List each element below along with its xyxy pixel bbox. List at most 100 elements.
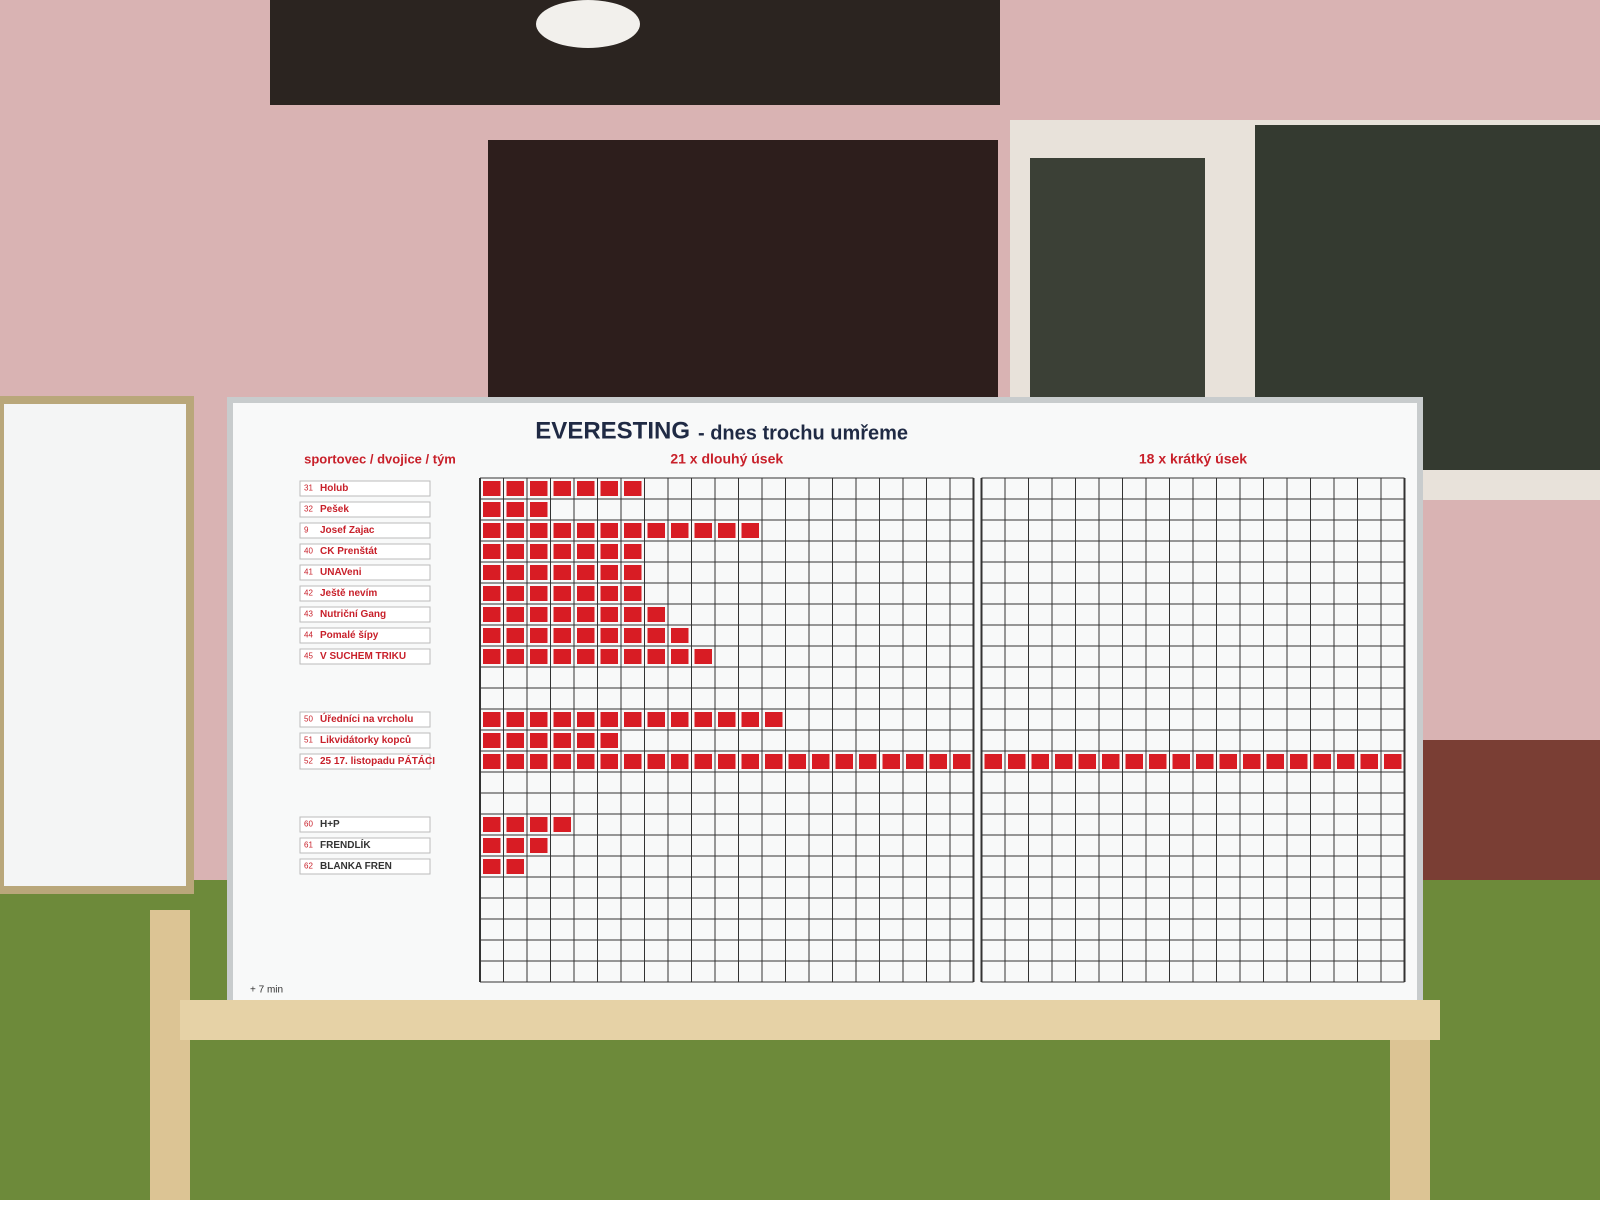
row-number: 32 xyxy=(304,505,313,514)
tape xyxy=(1172,754,1190,769)
tape xyxy=(1031,754,1049,769)
tape xyxy=(506,733,524,748)
row-number: 9 xyxy=(304,526,309,535)
tape xyxy=(671,754,689,769)
row-label: V SUCHEM TRIKU xyxy=(320,651,406,662)
brick-base xyxy=(1420,740,1600,880)
name-strip xyxy=(299,858,431,875)
name-strip xyxy=(299,501,431,518)
tape xyxy=(506,481,524,496)
row-number: 61 xyxy=(304,841,313,850)
tape xyxy=(553,481,571,496)
name-strip xyxy=(299,480,431,497)
tape xyxy=(671,523,689,538)
row-label: BLANKA FREN xyxy=(320,861,392,872)
tape xyxy=(647,754,665,769)
tape xyxy=(483,565,501,580)
tape xyxy=(530,586,548,601)
tape xyxy=(506,649,524,664)
second-board xyxy=(0,396,194,894)
tape xyxy=(624,481,642,496)
tape xyxy=(577,544,595,559)
name-strip xyxy=(299,816,431,833)
progress xyxy=(483,817,571,832)
tape xyxy=(553,628,571,643)
row-number: 52 xyxy=(304,757,313,766)
tape xyxy=(600,544,618,559)
row-number: 45 xyxy=(304,652,313,661)
window-pane xyxy=(1030,158,1205,408)
tape xyxy=(624,586,642,601)
tape xyxy=(1266,754,1284,769)
tape xyxy=(483,607,501,622)
tape xyxy=(577,481,595,496)
tape xyxy=(577,712,595,727)
tape xyxy=(1313,754,1331,769)
tape xyxy=(483,754,501,769)
tape xyxy=(600,565,618,580)
name-strip xyxy=(299,753,431,770)
left-header: sportovec / dvojice / tým xyxy=(304,451,456,466)
tape xyxy=(553,733,571,748)
tape xyxy=(671,628,689,643)
tape xyxy=(483,712,501,727)
tape xyxy=(553,523,571,538)
tape xyxy=(1243,754,1261,769)
row-number: 62 xyxy=(304,862,313,871)
row-number: 40 xyxy=(304,547,313,556)
row-label: FRENDLÍK xyxy=(320,838,371,851)
row-label: Úředníci na vrcholu xyxy=(320,712,413,725)
tape xyxy=(530,565,548,580)
row-label: Pešek xyxy=(320,504,349,515)
tape xyxy=(647,607,665,622)
tape xyxy=(577,628,595,643)
tape xyxy=(577,754,595,769)
tape xyxy=(624,565,642,580)
tape xyxy=(1102,754,1120,769)
row-label: Holub xyxy=(320,483,348,494)
tape xyxy=(530,712,548,727)
row-number: 31 xyxy=(304,484,313,493)
tape xyxy=(483,544,501,559)
tape xyxy=(1290,754,1308,769)
board-subtitle: - dnes trochu umřeme xyxy=(698,422,908,444)
progress xyxy=(483,733,618,748)
tape xyxy=(577,523,595,538)
row-number: 51 xyxy=(304,736,313,745)
tape xyxy=(530,649,548,664)
progress xyxy=(483,544,642,559)
name-strip xyxy=(299,564,431,581)
row-label: Ještě nevím xyxy=(320,588,377,599)
tape xyxy=(600,649,618,664)
board-title: EVERESTING xyxy=(535,417,690,444)
tape xyxy=(718,523,736,538)
tape xyxy=(506,523,524,538)
row-number: 42 xyxy=(304,589,313,598)
tape xyxy=(506,607,524,622)
tape xyxy=(553,754,571,769)
tape xyxy=(1078,754,1096,769)
tape xyxy=(624,649,642,664)
tape xyxy=(530,838,548,853)
tape xyxy=(577,586,595,601)
tape xyxy=(694,523,712,538)
tape xyxy=(600,607,618,622)
tape xyxy=(624,712,642,727)
board-tray xyxy=(180,1000,1440,1040)
tape xyxy=(718,712,736,727)
tape xyxy=(929,754,947,769)
tape xyxy=(577,565,595,580)
row-label: Pomalé šípy xyxy=(320,630,379,641)
tape xyxy=(600,523,618,538)
tape xyxy=(812,754,830,769)
progress xyxy=(483,838,548,853)
tape xyxy=(506,838,524,853)
tape xyxy=(647,712,665,727)
tape xyxy=(624,607,642,622)
tape xyxy=(530,502,548,517)
tape xyxy=(906,754,924,769)
tape xyxy=(741,523,759,538)
tape xyxy=(600,628,618,643)
